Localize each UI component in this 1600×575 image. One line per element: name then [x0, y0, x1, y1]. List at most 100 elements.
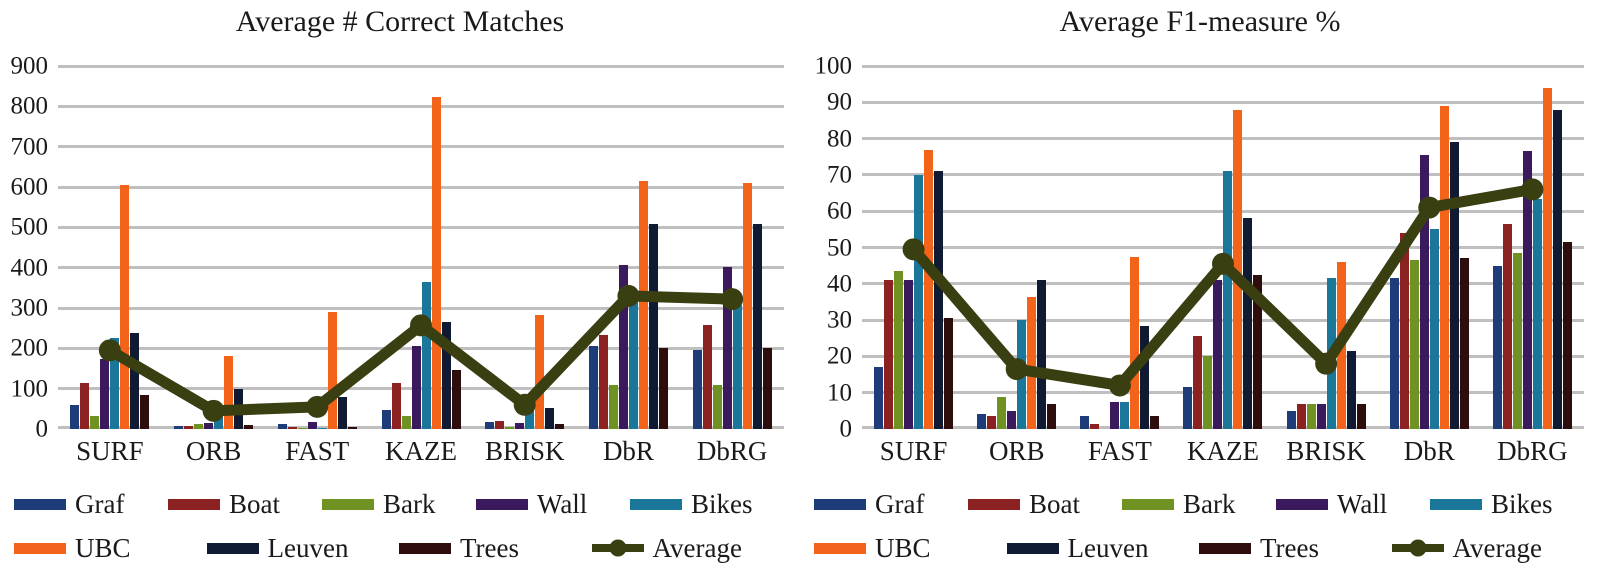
bar-group	[265, 66, 369, 429]
bar-graf	[977, 414, 987, 429]
legend-item-wall[interactable]: Wall	[1276, 488, 1430, 519]
page-title-left: Average # Correct Matches	[235, 5, 565, 38]
legend-item-trees[interactable]: Trees	[1199, 534, 1392, 562]
legend-line-marker-icon	[1391, 544, 1444, 552]
bar-trees	[1047, 404, 1057, 429]
bar-wall	[515, 422, 525, 429]
y-axis-labels-right: 0 10 20 30 40 50 60 70 80 90 100	[800, 54, 858, 442]
bar-leuven	[1449, 142, 1459, 429]
y-tick-label: 70	[827, 161, 852, 189]
legend-item-bikes[interactable]: Bikes	[1430, 490, 1584, 518]
bar-cluster	[265, 66, 369, 429]
legend-item-label: UBC	[875, 532, 931, 563]
bar-group	[369, 66, 473, 429]
bar-bikes	[525, 408, 535, 429]
bar-wall	[1213, 280, 1223, 429]
bar-bark	[997, 397, 1007, 429]
bar-wall	[1522, 151, 1532, 429]
bar-ubc	[924, 149, 934, 429]
bar-wall	[307, 422, 317, 429]
y-tick-label: 50	[827, 234, 852, 261]
bar-ubc	[431, 97, 441, 429]
bar-boat	[184, 426, 194, 429]
bar-graf	[1389, 278, 1399, 429]
bar-graf	[1286, 410, 1296, 429]
bar-groups-left	[58, 66, 784, 429]
legend-color-swatch-icon	[1430, 498, 1482, 510]
bar-bikes	[628, 300, 638, 429]
bar-bikes	[421, 281, 431, 429]
bar-graf	[1080, 416, 1090, 429]
bar-boat	[1090, 423, 1100, 429]
bar-ubc	[1130, 256, 1140, 429]
bar-bikes	[1429, 229, 1439, 429]
gridline	[58, 266, 784, 270]
legend-item-label: Average	[1452, 532, 1542, 563]
legend-color-swatch-icon	[399, 542, 451, 554]
bar-bark	[1306, 403, 1316, 429]
chart-panel-correct-matches: Average # Correct Matches 0 100 200 300 400 5…	[0, 0, 800, 575]
legend-item-label: Boat	[1029, 488, 1080, 519]
bar-leuven	[1037, 280, 1047, 429]
bar-graf	[692, 349, 702, 429]
gridline	[58, 145, 784, 149]
x-tick-label: BRISK	[484, 436, 565, 466]
legend-color-swatch-icon	[14, 542, 66, 554]
bar-leuven	[234, 388, 244, 429]
legend-item-ubc[interactable]: UBC	[814, 532, 1007, 563]
bar-ubc	[535, 314, 545, 429]
legend-item-graf[interactable]: Graf	[814, 490, 968, 518]
bar-bikes	[1223, 171, 1233, 429]
legend-item-trees[interactable]: Trees	[399, 534, 592, 562]
bar-graf	[277, 424, 287, 429]
legend-item-leuven[interactable]: Leuven	[1006, 534, 1200, 562]
bar-trees	[1253, 274, 1263, 429]
bar-bikes	[110, 337, 120, 429]
gridline	[862, 64, 1584, 68]
legend-item-boat[interactable]: Boat	[968, 488, 1122, 519]
y-tick-label: 0	[35, 415, 49, 443]
legend-item-label: Wall	[537, 488, 588, 519]
legend-color-swatch-icon	[968, 498, 1020, 510]
legend-item-leuven[interactable]: Leuven	[206, 534, 400, 562]
bar-boat	[1193, 336, 1203, 429]
legend-item-ubc[interactable]: UBC	[14, 534, 207, 562]
legend-color-swatch-icon	[168, 498, 220, 510]
y-tick-label: 500	[10, 213, 49, 241]
bar-leuven	[545, 408, 555, 429]
gridline	[862, 391, 1584, 395]
bar-bikes	[914, 174, 924, 429]
bar-ubc	[1027, 296, 1037, 429]
plot-area-right	[862, 64, 1584, 429]
legend-item-boat[interactable]: Boat	[168, 490, 322, 518]
legend-item-average[interactable]: Average	[591, 534, 785, 562]
bar-cluster	[473, 66, 577, 429]
bar-bark	[194, 424, 204, 429]
bar-group	[1481, 66, 1584, 429]
legend-item-bark[interactable]: Bark	[1122, 490, 1276, 518]
bar-ubc	[1233, 109, 1243, 429]
bar-group	[58, 66, 162, 429]
bar-leuven	[337, 397, 347, 429]
x-tick-label: DbR	[1403, 436, 1455, 466]
legend-row-2: UBC Leuven Trees Average	[14, 526, 784, 570]
x-tick-label: BRISK	[1286, 436, 1366, 466]
x-tick-label: DbR	[602, 436, 654, 466]
x-tick-label: ORB	[988, 436, 1045, 466]
bar-boat	[80, 383, 90, 429]
bar-cluster	[1171, 66, 1274, 429]
bar-graf	[174, 425, 184, 429]
legend-item-wall[interactable]: Wall	[476, 488, 630, 519]
x-axis-labels-right: SURF ORB FAST KAZE BRISK DbR DbRG	[862, 432, 1584, 472]
legend-item-label: Wall	[1337, 488, 1388, 519]
legend-color-swatch-icon	[630, 498, 682, 510]
legend-item-average[interactable]: Average	[1391, 532, 1585, 563]
bar-boat	[1399, 232, 1409, 429]
y-tick-label: 100	[814, 52, 853, 80]
legend-item-bikes[interactable]: Bikes	[630, 490, 784, 518]
legend-line-marker-icon	[591, 544, 644, 552]
legend-item-graf[interactable]: Graf	[14, 490, 168, 518]
legend-item-bark[interactable]: Bark	[322, 490, 476, 518]
bar-cluster	[862, 66, 965, 429]
